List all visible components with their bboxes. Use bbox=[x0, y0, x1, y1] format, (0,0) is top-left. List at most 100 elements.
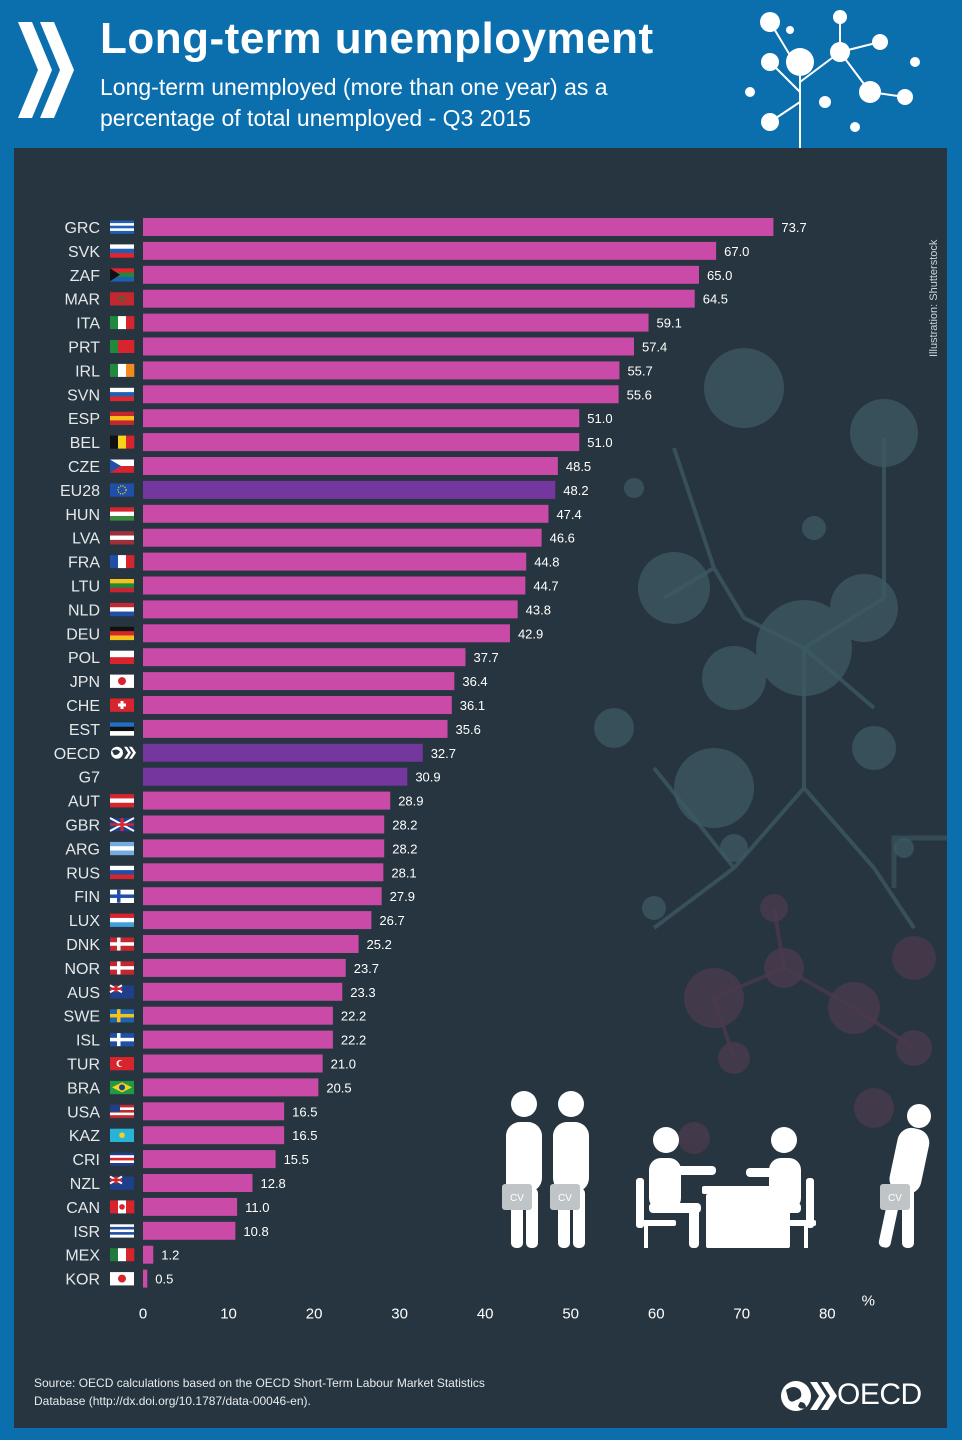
flag-icon bbox=[110, 961, 134, 975]
value-label: 36.4 bbox=[462, 674, 487, 689]
bar-esp bbox=[143, 409, 580, 428]
flag-icon bbox=[110, 1272, 134, 1286]
bar-fra bbox=[143, 552, 527, 571]
category-label: TUR bbox=[67, 1057, 100, 1074]
bar-prt bbox=[143, 337, 634, 356]
x-unit-label: % bbox=[862, 1293, 875, 1310]
value-label: 26.7 bbox=[379, 913, 404, 928]
value-label: 20.5 bbox=[326, 1080, 351, 1095]
category-label: SWE bbox=[64, 1009, 100, 1026]
oecd-logo-text: OECD bbox=[837, 1378, 922, 1411]
category-label: DEU bbox=[66, 626, 100, 643]
bar-rus bbox=[143, 863, 384, 882]
category-label: KAZ bbox=[69, 1128, 100, 1145]
flag-icon bbox=[110, 650, 134, 664]
flag-icon bbox=[110, 1152, 134, 1166]
category-label: GBR bbox=[65, 818, 100, 835]
category-label: AUT bbox=[68, 794, 100, 811]
value-label: 51.0 bbox=[587, 411, 612, 426]
bar-eu28 bbox=[143, 480, 556, 499]
category-label: BRA bbox=[67, 1080, 100, 1097]
bar-mex bbox=[143, 1245, 154, 1264]
flag-icon bbox=[110, 1009, 134, 1023]
category-label: FIN bbox=[74, 889, 100, 906]
bar-usa bbox=[143, 1102, 285, 1121]
category-label: EST bbox=[69, 722, 100, 739]
flag-icon bbox=[110, 579, 134, 593]
value-label: 28.9 bbox=[398, 794, 423, 809]
bar-grc bbox=[143, 218, 774, 236]
bar-nor bbox=[143, 958, 346, 977]
flag-icon bbox=[110, 459, 134, 473]
category-label: CZE bbox=[68, 459, 100, 476]
bar-lux bbox=[143, 911, 372, 930]
flag-icon bbox=[110, 794, 134, 808]
bar-fin bbox=[143, 887, 382, 906]
flag-icon bbox=[110, 626, 134, 641]
bar-jpn bbox=[143, 672, 455, 691]
source-note: Source: OECD calculations based on the O… bbox=[34, 1376, 485, 1408]
bar-cze bbox=[143, 457, 558, 475]
category-label: FRA bbox=[68, 555, 100, 572]
category-label: ITA bbox=[76, 316, 100, 333]
flag-icon bbox=[110, 674, 134, 688]
bar-deu bbox=[143, 624, 510, 643]
bar-lva bbox=[143, 528, 542, 547]
value-label: 35.6 bbox=[456, 722, 481, 737]
value-label: 37.7 bbox=[473, 650, 498, 665]
header: Long-term unemployment Long-term unemplo… bbox=[0, 0, 962, 148]
category-label: HUN bbox=[65, 507, 100, 524]
bar-ita bbox=[143, 313, 649, 332]
flag-icon bbox=[110, 507, 134, 521]
x-tick-label: 40 bbox=[477, 1306, 494, 1323]
bar-aut bbox=[143, 791, 391, 810]
bar-mar bbox=[143, 289, 695, 308]
value-label: 22.2 bbox=[341, 1009, 366, 1024]
x-tick-label: 0 bbox=[139, 1306, 147, 1323]
value-label: 1.2 bbox=[161, 1248, 179, 1263]
value-label: 15.5 bbox=[284, 1152, 309, 1167]
flag-icon bbox=[110, 937, 134, 951]
flag-icon bbox=[110, 1248, 135, 1262]
value-label: 16.5 bbox=[292, 1104, 317, 1119]
page-title: Long-term unemployment bbox=[100, 14, 654, 63]
category-label: CAN bbox=[66, 1200, 100, 1217]
oecd-mini-logo-icon bbox=[111, 746, 136, 759]
category-label: ISL bbox=[76, 1033, 100, 1050]
bar-nld bbox=[143, 600, 518, 619]
category-label: NLD bbox=[68, 602, 100, 619]
illustration-credit: Illustration: Shutterstock bbox=[928, 239, 940, 357]
chart-panel: GRC 73.7 SVK 67.0 ZAF 65.0 MAR 64.5 ITA 59.1 PRT 57… bbox=[14, 148, 947, 1428]
category-label: IRL bbox=[75, 363, 100, 380]
flag-icon bbox=[109, 1175, 134, 1190]
value-label: 44.8 bbox=[534, 555, 559, 570]
value-label: 46.6 bbox=[550, 531, 575, 546]
value-label: 64.5 bbox=[703, 292, 728, 307]
bar-kaz bbox=[143, 1126, 285, 1145]
value-label: 32.7 bbox=[431, 746, 456, 761]
value-label: 21.0 bbox=[331, 1057, 356, 1072]
oecd-chevrons-icon bbox=[18, 22, 74, 118]
category-label: RUS bbox=[66, 865, 100, 882]
cv-label: CV bbox=[558, 1193, 572, 1204]
category-label: LUX bbox=[69, 913, 100, 930]
value-label: 23.3 bbox=[350, 985, 375, 1000]
value-label: 67.0 bbox=[724, 244, 749, 259]
flag-icon bbox=[110, 483, 134, 497]
flag-icon bbox=[110, 889, 134, 903]
bar-tur bbox=[143, 1054, 323, 1073]
bar-gbr bbox=[143, 815, 385, 834]
category-label: ESP bbox=[68, 411, 100, 428]
flag-icon bbox=[110, 913, 134, 927]
bar-can bbox=[143, 1197, 238, 1216]
category-label: BEL bbox=[70, 435, 100, 452]
flag-icon bbox=[110, 555, 135, 569]
category-label: ZAF bbox=[70, 268, 100, 285]
category-label: NZL bbox=[70, 1176, 100, 1193]
bar-kor bbox=[143, 1269, 148, 1288]
bar-ltu bbox=[143, 576, 526, 595]
value-label: 36.1 bbox=[460, 698, 485, 713]
category-label: NOR bbox=[64, 961, 100, 978]
x-tick-label: 60 bbox=[648, 1306, 665, 1323]
value-label: 30.9 bbox=[415, 770, 440, 785]
